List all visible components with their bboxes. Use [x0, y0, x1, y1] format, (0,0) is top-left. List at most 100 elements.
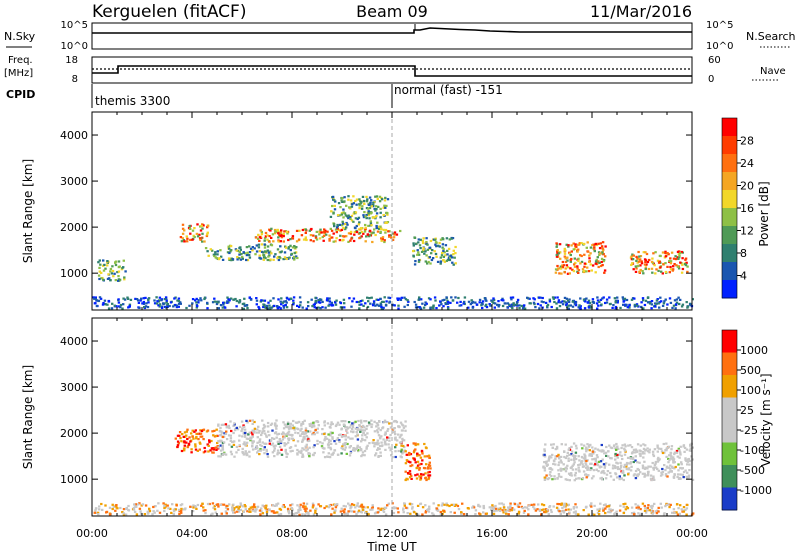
- echo-cell: [111, 265, 114, 268]
- echo-cell: [275, 504, 278, 507]
- echo-cell: [652, 252, 655, 255]
- echo-cell: [563, 252, 567, 255]
- echo-cell: [396, 298, 400, 301]
- echo-cell: [597, 265, 600, 269]
- echo-cell: [270, 227, 273, 230]
- echo-cell: [287, 298, 291, 301]
- echo-cell: [600, 260, 603, 264]
- echo-cell: [588, 444, 591, 447]
- echo-cell: [612, 444, 616, 447]
- echo-cell: [507, 508, 511, 511]
- echo-cell: [605, 473, 609, 476]
- echo-cell: [597, 304, 600, 307]
- echo-cell: [372, 204, 375, 207]
- echo-cell: [651, 461, 654, 465]
- echo-cell: [280, 303, 283, 306]
- echo-cell: [197, 438, 200, 441]
- echo-cell: [420, 449, 424, 452]
- echo-cell: [272, 445, 276, 448]
- echo-cell: [385, 300, 388, 303]
- echo-cell: [593, 250, 596, 253]
- echo-cell: [191, 298, 195, 301]
- echo-cell: [332, 240, 335, 243]
- echo-cell: [543, 469, 547, 472]
- echo-cell: [463, 300, 466, 303]
- echo-cell: [633, 297, 636, 300]
- echo-cell: [334, 303, 338, 306]
- echo-cell: [401, 437, 404, 440]
- echo-cell: [198, 441, 201, 444]
- echo-cell: [178, 508, 181, 511]
- echo-cell: [581, 463, 584, 466]
- echo-cell: [681, 257, 684, 260]
- echo-cell: [595, 302, 599, 305]
- echo-cell: [686, 477, 689, 480]
- echo-cell: [275, 419, 278, 422]
- echo-cell: [255, 303, 258, 306]
- echo-cell: [668, 506, 671, 509]
- echo-cell: [489, 304, 492, 307]
- echo-cell: [248, 256, 252, 259]
- echo-cell: [419, 473, 423, 476]
- echo-cell: [568, 252, 571, 255]
- echo-cell: [601, 241, 605, 244]
- echo-cell: [261, 441, 264, 444]
- echo-cell: [289, 422, 293, 425]
- echo-cell: [303, 437, 306, 440]
- echo-cell: [551, 453, 554, 456]
- echo-cell: [506, 509, 509, 512]
- echo-cell: [644, 506, 647, 510]
- echo-cell: [128, 304, 131, 308]
- echo-cell: [581, 447, 584, 450]
- echo-cell: [681, 467, 684, 470]
- echo-cell: [328, 239, 331, 242]
- echo-cell: [650, 260, 654, 263]
- echo-cell: [446, 302, 450, 305]
- echo-cell: [228, 247, 231, 250]
- echo-cell: [343, 442, 346, 445]
- echo-cell: [561, 260, 565, 264]
- echo-cell: [273, 304, 276, 307]
- echo-cell: [661, 272, 664, 275]
- echo-cell: [638, 452, 641, 455]
- echo-cell: [282, 235, 285, 238]
- echo-cell: [239, 258, 243, 261]
- echo-cell: [210, 439, 213, 443]
- echo-cell: [655, 512, 659, 515]
- echo-cell: [195, 432, 198, 435]
- echo-cell: [516, 298, 520, 301]
- echo-cell: [646, 450, 650, 453]
- echo-cell: [494, 504, 497, 508]
- echo-cell: [604, 503, 607, 506]
- echo-cell: [93, 511, 96, 514]
- echo-cell: [623, 297, 627, 300]
- echo-cell: [212, 448, 216, 451]
- echo-cell: [408, 476, 412, 479]
- echo-cell: [263, 426, 266, 429]
- echo-cell: [603, 452, 606, 455]
- echo-cell: [195, 437, 198, 440]
- echo-cell: [278, 255, 281, 259]
- echo-cell: [213, 429, 216, 432]
- echo-cell: [307, 438, 310, 441]
- echo-cell: [280, 448, 283, 451]
- echo-cell: [623, 449, 627, 452]
- echo-cell: [568, 453, 571, 456]
- echo-cell: [383, 239, 386, 242]
- echo-cell: [378, 227, 381, 230]
- echo-cell: [420, 298, 423, 301]
- echo-cell: [219, 449, 223, 452]
- echo-cell: [533, 507, 536, 510]
- echo-cell: [252, 429, 255, 432]
- echo-cell: [276, 248, 280, 251]
- echo-cell: [648, 509, 651, 512]
- echo-cell: [394, 433, 397, 436]
- echo-cell: [334, 442, 338, 445]
- echo-cell: [102, 278, 105, 281]
- echo-cell: [351, 300, 354, 303]
- echo-cell: [219, 304, 223, 307]
- echo-cell: [675, 511, 678, 514]
- echo-cell: [510, 304, 513, 308]
- echo-cell: [650, 300, 654, 303]
- echo-cell: [555, 447, 559, 450]
